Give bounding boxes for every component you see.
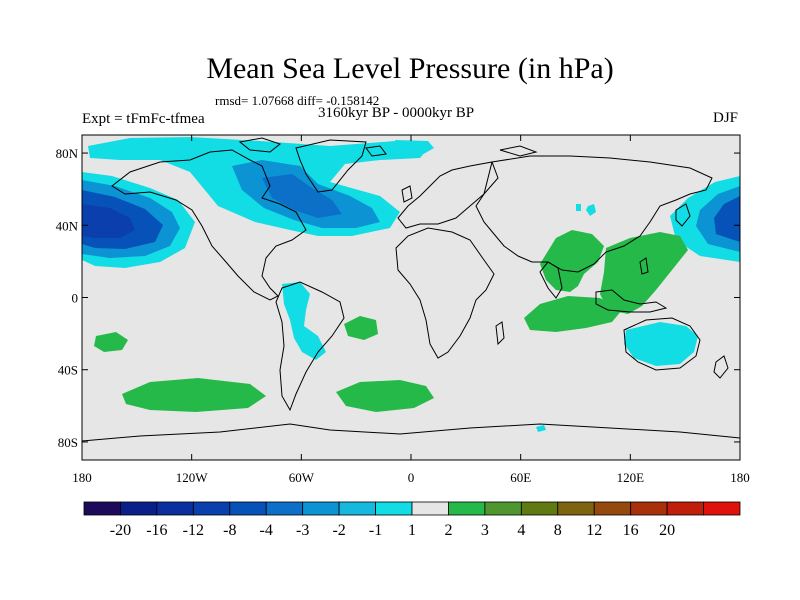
colorbar-swatch (557, 501, 595, 516)
nw-pacific-negative-deep (714, 196, 740, 242)
coastline-new-zealand (713, 355, 729, 379)
colorbar-swatch (666, 501, 704, 516)
colorbar-swatch (120, 501, 158, 516)
colorbar-swatch (83, 501, 121, 516)
svalbard-negative-light (395, 140, 434, 156)
colorbar-swatch (229, 501, 267, 516)
coastline-uk (401, 185, 413, 203)
coastline-philippines (639, 257, 649, 275)
colorbar-label: 3 (481, 522, 489, 539)
colorbar-label: -8 (223, 522, 236, 539)
y-tick-label: 80N (56, 146, 79, 161)
y-tick-label: 40N (56, 218, 79, 233)
coastline-asia (475, 155, 713, 273)
colorbar-swatch (448, 501, 486, 516)
colorbar-label: 16 (623, 522, 639, 539)
colorbar: -20 -16 -12 -8 -4 -3 -2 -1 1 2 3 4 8 12 16 20 (83, 501, 741, 539)
colorbar-label: -20 (110, 522, 131, 539)
y-tick-label: 0 (72, 291, 79, 306)
coastline-antarctica (82, 423, 740, 442)
x-tick-label: 60W (289, 470, 315, 485)
x-tick-label: 180 (730, 470, 750, 485)
x-tick-label: 0 (408, 470, 415, 485)
x-tick-label: 120E (617, 470, 645, 485)
coastline-south-america (275, 281, 345, 412)
colorbar-swatch (411, 501, 449, 516)
colorbar-label: -4 (260, 522, 273, 539)
y-tick-label: 80S (58, 435, 78, 450)
stats-label: rmsd= 1.07668 diff= -0.158142 (215, 93, 380, 108)
x-tick-label: 180 (72, 470, 92, 485)
colorbar-label: -1 (369, 522, 382, 539)
x-tick-label: 120W (176, 470, 209, 485)
colorbar-label: -12 (183, 522, 204, 539)
australia-negative-light (624, 322, 698, 366)
colorbar-swatch (338, 501, 376, 516)
x-tick-label: 60E (510, 470, 531, 485)
ne-pacific-positive-patch (94, 332, 128, 352)
period-label: 3160kyr BP - 0000kyr BP (318, 105, 475, 121)
colorbar-label: -2 (332, 522, 345, 539)
colorbar-swatch (265, 501, 304, 516)
north-pacific-negative-deeper (82, 204, 135, 238)
coastlines (82, 137, 740, 442)
colorbar-swatch (192, 501, 231, 516)
coastline-india (539, 261, 563, 299)
colorbar-swatch (703, 501, 741, 516)
experiment-label: Expt = tFmFc-tfmea (82, 111, 205, 127)
colorbar-swatch (593, 501, 632, 516)
sw-pacific-negative-dot (536, 425, 546, 432)
coastline-north-america (111, 149, 307, 301)
colorbar-label: 8 (554, 522, 562, 539)
coastline-europe (397, 161, 499, 229)
coastline-africa (395, 227, 495, 359)
colorbar-swatch (520, 501, 559, 516)
colorbar-label: 4 (517, 522, 525, 539)
asia-positive-region (540, 230, 604, 292)
colorbar-swatch (302, 501, 340, 516)
colorbar-label: -3 (296, 522, 309, 539)
colorbar-swatch (375, 501, 413, 516)
south-atlantic-positive-patch (344, 316, 378, 340)
coastline-australia (623, 317, 701, 371)
colorbar-label: 12 (586, 522, 602, 539)
y-axis: 80N 40N 0 40S 80S (56, 146, 740, 450)
colorbar-label: 1 (408, 522, 416, 539)
coastline-indonesia (595, 289, 668, 313)
coastline-arctic-islands (238, 137, 538, 157)
season-label: DJF (712, 110, 738, 126)
colorbar-label: 20 (659, 522, 675, 539)
south-atlantic-positive-band (336, 380, 434, 412)
asia-negative-dot2 (586, 204, 596, 216)
colorbar-label: -16 (146, 522, 167, 539)
colorbar-label: 2 (444, 522, 452, 539)
anomaly-fields (82, 137, 740, 442)
colorbar-swatch (484, 501, 522, 516)
colorbar-swatch (630, 501, 668, 516)
coastline-madagascar (495, 321, 505, 346)
north-atlantic-negative-deep (262, 174, 342, 218)
y-tick-label: 40S (58, 363, 78, 378)
map-title: Mean Sea Level Pressure (in hPa) (206, 52, 614, 85)
asia-negative-dot1 (576, 204, 581, 211)
x-axis: 180 120W 60W 0 60E 120E 180 (72, 135, 750, 485)
coastline-japan (675, 203, 691, 227)
colorbar-swatch (156, 501, 194, 516)
south-pacific-positive-band (122, 378, 266, 412)
coastline-greenland (295, 139, 367, 193)
south-america-negative-light (282, 282, 326, 360)
